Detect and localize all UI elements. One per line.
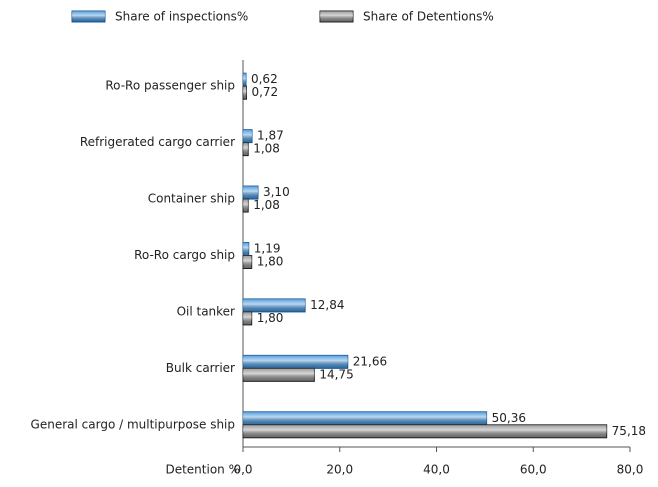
- y-tick-label: Bulk carrier: [166, 361, 235, 375]
- bar-shine: [243, 86, 247, 100]
- data-label: 21,66: [353, 354, 387, 368]
- legend-swatch-shine: [72, 11, 105, 22]
- bar-shine: [243, 298, 306, 312]
- x-tick-label: 20,0: [326, 463, 353, 477]
- data-label: 1,08: [253, 142, 280, 156]
- legend-label: Share of inspections%: [115, 10, 248, 24]
- bar-shine: [243, 368, 315, 382]
- data-label: 1,80: [257, 311, 284, 325]
- data-label: 1,19: [254, 242, 281, 256]
- data-label: 75,18: [612, 424, 646, 438]
- bar-shine: [243, 424, 607, 438]
- data-label: 50,36: [492, 411, 526, 425]
- bar-shine: [243, 129, 253, 143]
- bar-shine: [243, 411, 487, 425]
- x-tick-label: 40,0: [423, 463, 450, 477]
- bar-shine: [243, 186, 258, 200]
- bar-shine: [243, 255, 252, 269]
- x-tick-label: 80,0: [617, 463, 644, 477]
- x-tick-label: 60,0: [520, 463, 547, 477]
- bar-shine: [243, 355, 348, 369]
- bar-shine: [243, 311, 252, 325]
- y-tick-label: Refrigerated cargo carrier: [80, 135, 235, 149]
- data-label: 14,75: [319, 367, 353, 381]
- y-tick-label: Ro-Ro cargo ship: [134, 248, 235, 262]
- y-tick-label: Oil tanker: [177, 304, 235, 318]
- y-tick-label: General cargo / multipurpose ship: [31, 417, 235, 431]
- bar-shine: [243, 73, 246, 87]
- bar-shine: [243, 142, 249, 156]
- data-label: 12,84: [310, 298, 344, 312]
- data-label: 0,72: [251, 85, 278, 99]
- x-axis-label: Detention %: [165, 463, 240, 477]
- data-label: 1,87: [257, 129, 284, 143]
- legend-label: Share of Detentions%: [363, 10, 494, 24]
- bar-shine: [243, 242, 249, 256]
- data-label: 1,08: [253, 198, 280, 212]
- legend-swatch-shine: [320, 11, 353, 22]
- y-tick-label: Ro-Ro passenger ship: [105, 79, 235, 93]
- data-label: 1,80: [257, 255, 284, 269]
- bar-shine: [243, 199, 249, 213]
- data-label: 3,10: [263, 185, 290, 199]
- data-label: 0,62: [251, 72, 278, 86]
- y-tick-label: Container ship: [148, 192, 235, 206]
- x-tick-label: 0,0: [233, 463, 252, 477]
